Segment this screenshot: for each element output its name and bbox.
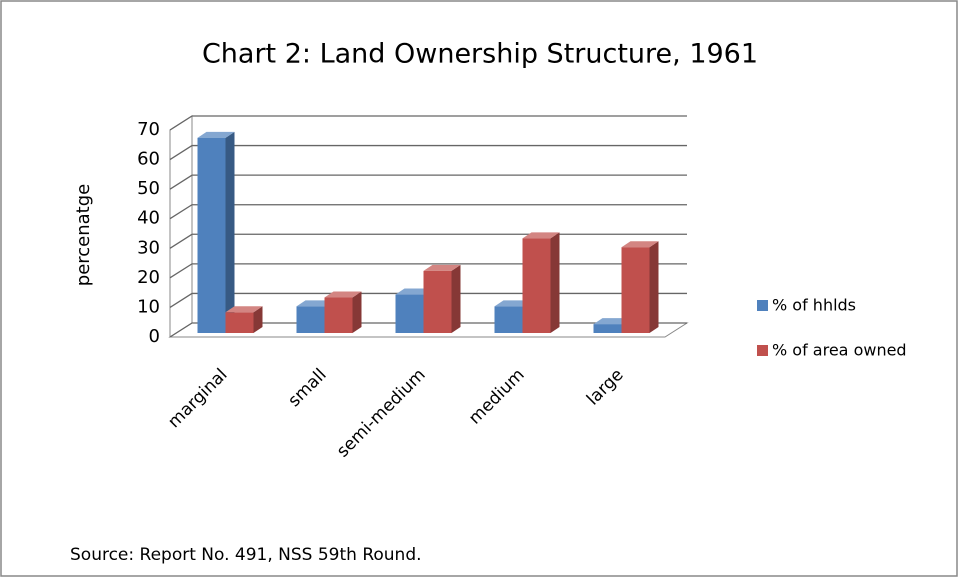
bar (225, 312, 254, 333)
bar-top (621, 241, 659, 248)
bar (423, 270, 452, 333)
grid-line (169, 115, 687, 131)
y-tick-label: 50 (137, 178, 160, 199)
bar-side (352, 291, 362, 333)
grid-line (169, 233, 687, 249)
bar-top (324, 291, 362, 298)
y-tick-label: 40 (137, 208, 160, 229)
bar (324, 297, 353, 333)
bar (494, 306, 523, 333)
grid-line (169, 174, 687, 190)
bar-side (550, 232, 560, 333)
y-tick-label: 30 (137, 237, 160, 258)
chart-title: Chart 2: Land Ownership Structure, 1961 (202, 39, 758, 70)
bar-top (494, 300, 532, 307)
left-wall (169, 115, 193, 338)
bar (197, 137, 226, 333)
bar (296, 306, 325, 333)
y-axis-label: percenatge (73, 184, 94, 286)
bar (522, 238, 551, 333)
legend-label: % of area owned (772, 341, 907, 360)
legend-swatch (757, 300, 768, 311)
bar (621, 247, 650, 333)
y-tick-label: 0 (149, 326, 160, 347)
legend-swatch (757, 345, 768, 356)
bar (395, 294, 424, 333)
bar-top (522, 232, 560, 239)
bar-side (225, 131, 235, 333)
bar-top (395, 288, 433, 295)
bar-top (225, 306, 263, 313)
bar-side (451, 264, 461, 333)
bar-top (296, 300, 334, 307)
bar (593, 324, 622, 333)
grid-line (169, 263, 687, 279)
grid-line (169, 144, 687, 161)
bar-top (423, 264, 461, 271)
grid-line (169, 204, 687, 220)
bar-top (197, 131, 235, 138)
bar-top (593, 318, 631, 325)
legend-label: % of hhlds (772, 296, 856, 315)
y-tick-label: 70 (137, 119, 160, 140)
grid-line (169, 292, 687, 308)
bar-side (649, 241, 659, 333)
source-note: Source: Report No. 491, NSS 59th Round. (70, 545, 422, 565)
y-tick-label: 10 (137, 296, 160, 317)
bar-side (253, 306, 263, 333)
y-tick-label: 60 (137, 149, 160, 170)
y-tick-label: 20 (137, 267, 160, 288)
